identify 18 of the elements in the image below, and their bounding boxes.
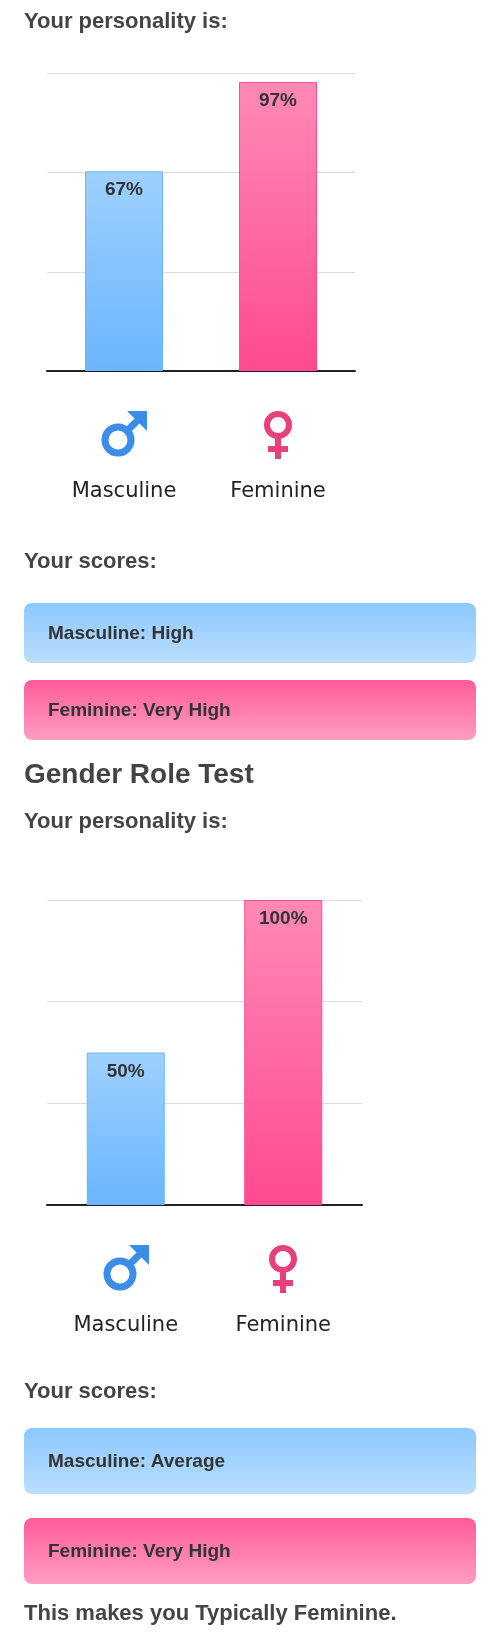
text: Feminine: Very High [24, 1518, 476, 1584]
chart-subtitle: Your personality is: [24, 808, 228, 834]
text: Your scores: [24, 548, 157, 574]
data-label: 67% [104, 178, 144, 200]
text: Feminine: Very High [24, 680, 476, 740]
x-tick-label: Feminine [230, 477, 326, 502]
text: Masculine: High [24, 603, 476, 663]
chart-title: Your personality is: [24, 8, 228, 34]
text: Masculine: Average [24, 1428, 476, 1494]
data-label: 97% [258, 88, 298, 110]
chart-title: Gender Role Test [24, 758, 254, 790]
x-tick-label: Masculine [71, 477, 177, 502]
text: Your scores: [24, 1378, 157, 1404]
data-label: 100% [258, 907, 308, 928]
x-tick-label: Masculine [73, 1311, 179, 1336]
x-tick-label: Feminine [235, 1311, 332, 1336]
data-label: 50% [106, 1059, 145, 1081]
text: This makes you Typically Feminine. [24, 1600, 397, 1626]
